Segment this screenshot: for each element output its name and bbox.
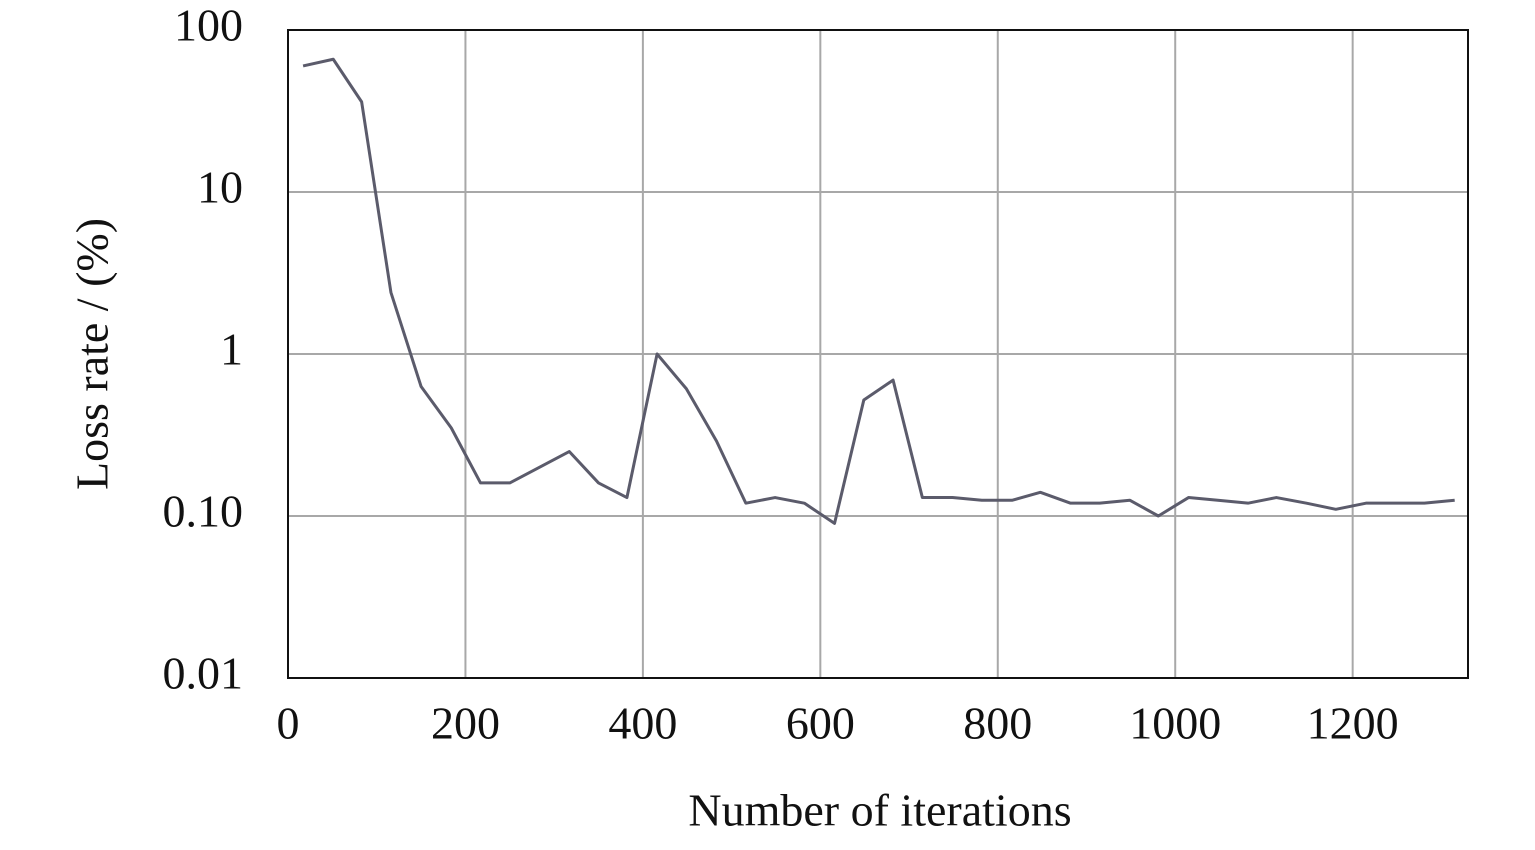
x-tick-label: 600 (786, 698, 855, 749)
y-axis-title: Loss rate / (%) (67, 218, 118, 490)
y-tick-label: 100 (174, 0, 243, 51)
x-tick-label: 1200 (1307, 698, 1399, 749)
x-tick-label: 400 (608, 698, 677, 749)
y-tick-label: 10 (197, 162, 243, 213)
y-tick-label: 0.10 (163, 486, 244, 537)
plot-border (287, 29, 1469, 679)
line-series (302, 57, 1455, 525)
x-tick-label: 200 (431, 698, 500, 749)
x-tick-label: 0 (277, 698, 300, 749)
x-axis-title: Number of iterations (688, 785, 1071, 836)
x-tick-label: 800 (963, 698, 1032, 749)
y-tick-label: 1 (220, 324, 243, 375)
y-tick-label: 0.01 (163, 648, 244, 699)
x-tick-label: 1000 (1129, 698, 1221, 749)
